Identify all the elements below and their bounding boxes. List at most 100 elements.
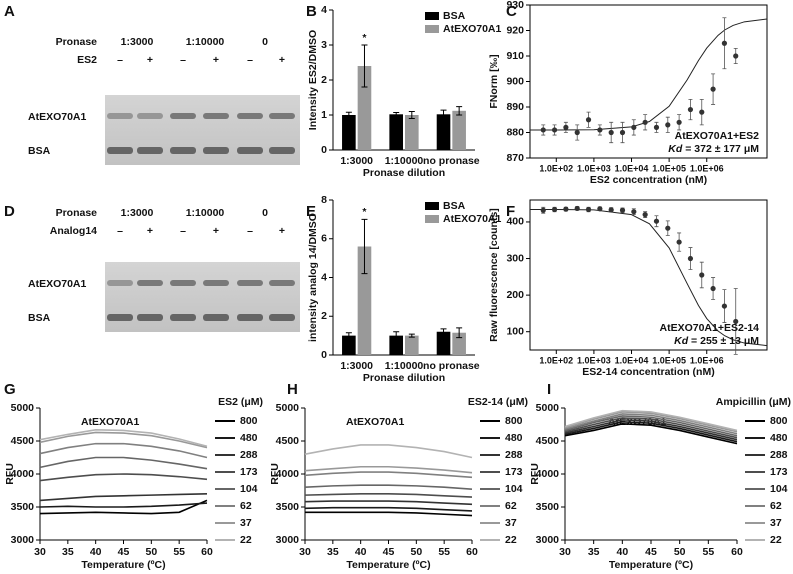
data-point [710,86,716,92]
x-tick-label: 55 [173,546,185,558]
treatment-mark: – [117,54,123,66]
y-tick-label: 5000 [11,402,35,414]
line-series [39,442,208,459]
line-series [564,423,738,445]
error-bar [408,111,415,119]
band-label: AtEXO70A1 [28,278,87,290]
data-point [676,119,682,125]
kd-value: = 255 ± 13 μM [688,335,759,347]
treatment-mark: – [247,225,253,237]
y-tick-label: 870 [506,152,524,164]
bar [357,66,372,150]
y-tick-label: 2 [321,74,327,86]
x-tick-label: 1.0E+05 [652,355,686,365]
legend-label: 37 [505,517,517,529]
y-axis-label: RFU [4,463,16,485]
y-tick-label: 890 [506,101,524,113]
y-axis-label: intensity analog 14/DMSO [307,213,319,342]
legend-swatch [425,25,439,33]
row-title: Pronase [56,36,98,48]
panel-letter: E [306,203,316,220]
legend-label: BSA [443,200,466,212]
data-point [642,212,648,218]
x-tick-label: 50 [145,546,157,558]
x-axis-label: Pronase dilution [363,372,445,384]
treatment-mark: + [279,54,285,66]
data-point [733,318,739,325]
gel-band [107,147,133,154]
x-tick-label: 60 [466,546,478,558]
y-tick-label: 6 [321,233,327,245]
line-series [564,409,738,432]
gel-band [203,147,229,154]
group-label: 1:10000 [186,207,225,219]
legend-title: Ampicillin (μM) [716,396,791,408]
x-tick-label: 40 [355,546,367,558]
y-tick-label: 3 [321,39,327,51]
group-label: 0 [262,36,268,48]
y-tick-label: 5000 [536,402,560,414]
y-axis-label: RFU [529,463,541,485]
gel-band [269,314,295,321]
error-bar [345,332,352,340]
gel-band [269,113,295,119]
line-series [39,428,208,448]
error-bar [456,106,463,116]
gel-band [203,280,229,286]
line-series [304,444,473,459]
gel-band [137,147,163,154]
bar [405,115,419,150]
data-point [653,124,660,130]
panel-letter: F [506,203,515,220]
data-point [574,129,580,136]
treatment-mark: + [213,225,219,237]
data-point [699,272,705,278]
treatment-mark: + [213,54,219,66]
data-point [653,218,660,224]
y-tick-label: 3500 [11,501,35,513]
gel-band [237,314,263,321]
data-point [642,119,648,125]
y-tick-label: 200 [506,289,524,301]
row-title: Pronase [56,207,98,219]
gel-band [269,280,295,286]
y-tick-label: 3000 [536,534,560,546]
x-tick-label: 1.0E+06 [690,163,724,173]
gel-band [237,280,263,286]
plot-frame [529,199,768,351]
gel-band [237,113,263,119]
x-axis-label: Temperature (ºC) [81,559,165,571]
x-tick-label: 1.0E+03 [577,163,611,173]
y-tick-label: 300 [506,252,524,264]
legend-label: 22 [240,534,252,546]
treatment-mark: + [279,225,285,237]
x-tick-label: 1:3000 [340,360,373,372]
legend-swatch [425,215,439,223]
x-axis-label: Temperature (ºC) [346,559,430,571]
panel-letter: B [306,3,317,20]
gel-band [269,147,295,154]
x-tick-label: 45 [645,546,657,558]
legend-label: 173 [240,466,258,478]
line-series [305,511,473,517]
y-tick-label: 900 [506,75,524,87]
kd-symbol: Kd [674,335,689,347]
y-axis-label: Raw fluorescence [counts] [488,208,500,342]
legend-label: 62 [240,500,252,512]
y-tick-label: 400 [506,216,524,228]
panel-letter: H [287,381,298,398]
y-tick-label: 920 [506,24,524,36]
data-point [631,209,637,215]
gel-band [137,113,163,119]
legend-label: 480 [240,432,258,444]
legend-label: 800 [770,415,788,427]
line-series [39,493,208,502]
data-point [608,207,614,213]
plot-title: AtEXO70A1 [346,416,405,428]
legend-label: 62 [505,500,517,512]
legend-swatch [425,12,439,20]
data-point [574,205,580,212]
x-tick-label: no pronase [423,155,480,167]
panel-letter: A [4,3,15,20]
y-tick-label: 8 [321,194,327,206]
